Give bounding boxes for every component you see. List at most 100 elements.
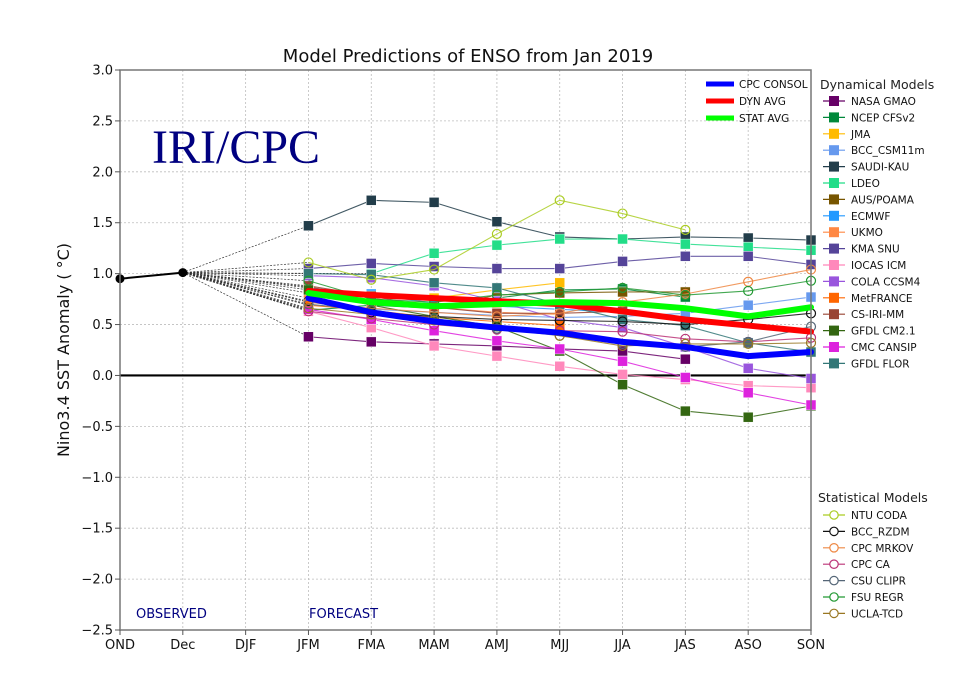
point-kma-snu	[742, 251, 754, 262]
legend-marker-fsu-regr	[829, 592, 839, 602]
legend-label-iocas-icm: IOCAS ICM	[851, 260, 906, 272]
legend-label-ucla-tcd: UCLA-TCD	[851, 608, 903, 620]
connector-cs-iri-mm	[182, 272, 309, 287]
y-tick-label: −2.0	[81, 573, 113, 588]
point-cpc-ca	[680, 333, 691, 344]
legend-label-cpc-ca: CPC CA	[851, 559, 891, 571]
legend-marker-iocas-icm	[829, 260, 839, 270]
point-bcc-rzdm	[554, 315, 565, 326]
y-axis-label: Nino3.4 SST Anomaly ( °C)	[54, 243, 73, 457]
legend-marker-ecmwf	[829, 210, 839, 221]
point-nasa-gmao	[303, 331, 314, 343]
legend-label-ecmwf: ECMWF	[851, 211, 890, 223]
point-iocas-icm	[428, 340, 440, 352]
point-saudi-kau	[428, 197, 440, 208]
legend-marker-ukmo	[829, 227, 839, 238]
legend-label-cpc-mrkov: CPC MRKOV	[851, 543, 914, 555]
legend-marker-cpc-ca	[829, 559, 839, 569]
y-tick-label: 2.5	[92, 114, 113, 129]
connector-csu-clipr	[182, 272, 309, 305]
legend-label-stat-avg: STAT AVG	[739, 113, 789, 125]
legend-marker-bcc-csm11m	[829, 145, 839, 156]
x-tick-label: DJF	[235, 638, 256, 653]
series-observed	[115, 268, 188, 284]
legend-marker-cpc-mrkov	[829, 542, 839, 553]
legend-label-nasa-gmao: NASA GMAO	[851, 96, 916, 108]
series-ntu-coda	[303, 195, 691, 285]
dynamical-models-legend: Dynamical Models NASA GMAO NCEP CFSv2 JMA B…	[820, 77, 934, 370]
legend-marker-jma	[829, 128, 839, 139]
point-gfdl-flor	[428, 277, 440, 289]
x-tick-label: SON	[797, 638, 825, 653]
averages-legend: CPC CONSOL DYN AVG STAT AVG	[706, 79, 808, 125]
point-fsu-regr	[617, 282, 628, 293]
y-tick-label: −2.5	[81, 624, 113, 639]
point-fsu-regr	[554, 286, 565, 298]
legend-marker-csu-clipr	[829, 575, 839, 586]
legend-label-gfdl-flor: GFDL FLOR	[851, 358, 910, 370]
connector-saudi-kau	[182, 225, 309, 273]
point-fsu-regr	[303, 275, 314, 286]
point-cpc-ca	[303, 306, 314, 317]
observed-annotation: OBSERVED	[136, 607, 207, 622]
legend-label-jma: JMA	[850, 129, 871, 141]
point-iocas-icm	[617, 369, 628, 380]
connector-nasa-gmao	[182, 272, 309, 338]
point-gfdl-cm2-1	[617, 379, 628, 390]
legend-marker-ncep-cfsv2	[829, 112, 839, 123]
connector-ucla-tcd	[182, 272, 309, 309]
point-ntu-coda	[491, 228, 503, 240]
avg-line-cpc-consol	[305, 295, 814, 360]
x-tick-label: MJJ	[550, 638, 569, 653]
connector-gfdl-cm2-1	[182, 272, 309, 291]
point-cmc-cansip	[742, 387, 754, 399]
y-tick-label: 1.5	[92, 216, 113, 231]
point-gfdl-flor	[617, 314, 628, 325]
point-ldeo	[742, 241, 754, 253]
point-cpc-ca	[617, 326, 628, 337]
legend-marker-bcc-rzdm	[829, 526, 839, 537]
legend-marker-gfdl-cm2-1	[829, 325, 839, 336]
x-tick-label: AMJ	[485, 638, 509, 653]
point-nasa-gmao	[680, 353, 691, 365]
point-ntu-coda	[680, 224, 691, 235]
legend-label-bcc-csm11m: BCC_CSM11m	[851, 145, 925, 157]
legend-label-metfrance: MetFRANCE	[851, 293, 913, 305]
x-tick-label: FMA	[357, 638, 385, 653]
legend-label-kma-snu: KMA SNU	[851, 244, 900, 256]
legend-label-saudi-kau: SAUDI-KAU	[851, 162, 909, 174]
statistical-legend-title: Statistical Models	[818, 490, 928, 505]
statistical-models-legend: Statistical Models NTU CODA BCC_RZDM CPC M…	[818, 490, 928, 620]
line-ldeo	[371, 238, 812, 275]
y-tick-label: −1.0	[81, 471, 113, 486]
axes: 3.0 2.5 2.0 1.5 1.0 0.5 0.0 −0.5 −1.0 −1.5 −2.0 −2.…	[81, 64, 825, 654]
y-tick-label: 0.0	[92, 369, 113, 384]
line-cpc-mrkov	[308, 269, 812, 317]
connector-ntu-coda	[182, 262, 309, 273]
y-tick-label: 1.0	[92, 267, 113, 282]
point-cs-iri-mm	[491, 308, 503, 319]
legend-label-ncep-cfsv2: NCEP CFSv2	[851, 112, 915, 124]
legend-marker-cs-iri-mm	[829, 309, 839, 320]
point-cola-ccsm4	[742, 363, 754, 374]
avg-line-stat-avg	[305, 289, 814, 320]
point-gfdl-flor	[491, 282, 503, 294]
point-cmc-cansip	[428, 325, 440, 336]
legend-marker-ucla-tcd	[829, 608, 839, 619]
point-ntu-coda	[366, 274, 377, 285]
x-tick-label: OND	[105, 638, 135, 653]
point-ntu-coda	[554, 195, 565, 206]
point-ldeo	[617, 233, 628, 245]
legend-marker-aus-poama	[829, 194, 839, 205]
legend-label-cpc-consol: CPC CONSOL	[739, 79, 808, 91]
legend-label-dyn-avg: DYN AVG	[739, 96, 786, 108]
point-kma-snu	[617, 256, 628, 267]
observed-point	[178, 268, 188, 278]
legend-marker-nasa-gmao	[829, 96, 839, 106]
line-fsu-regr	[308, 280, 812, 303]
point-ntu-coda	[617, 208, 628, 219]
point-ntu-coda	[428, 264, 440, 275]
point-gfdl-cm2-1	[742, 411, 754, 423]
point-ntu-coda	[303, 257, 314, 268]
forecast-annotation: FORECAST	[309, 607, 378, 622]
